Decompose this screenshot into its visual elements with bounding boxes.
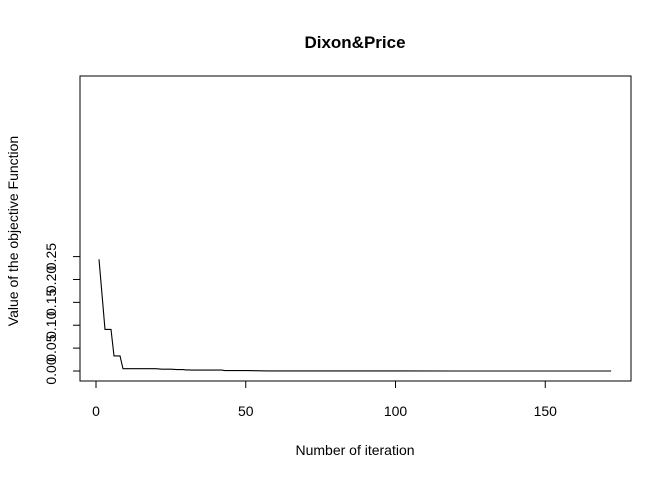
y-axis: 0.000.050.100.150.200.25 [43,243,81,385]
y-tick-label: 0.15 [43,289,59,316]
x-axis: 0 50 100 150 [92,380,558,419]
x-tick-label: 100 [384,403,408,419]
series-line [98,259,612,372]
series-layer [98,259,612,372]
x-axis-label: Number of iteration [295,442,414,458]
x-tick-label: 0 [92,403,100,419]
y-tick-label: 0.25 [43,243,59,270]
plot-area-frame [79,75,632,382]
x-tick-label: 150 [534,403,558,419]
chart-title: Dixon&Price [304,33,405,52]
y-tick-label: 0.10 [43,311,59,338]
y-tick-label: 0.05 [43,334,59,361]
x-tick-label: 50 [238,403,254,419]
y-tick-label: 0.00 [43,357,59,384]
y-tick-label: 0.20 [43,266,59,293]
y-axis-label: Value of the objective Function [5,136,21,326]
